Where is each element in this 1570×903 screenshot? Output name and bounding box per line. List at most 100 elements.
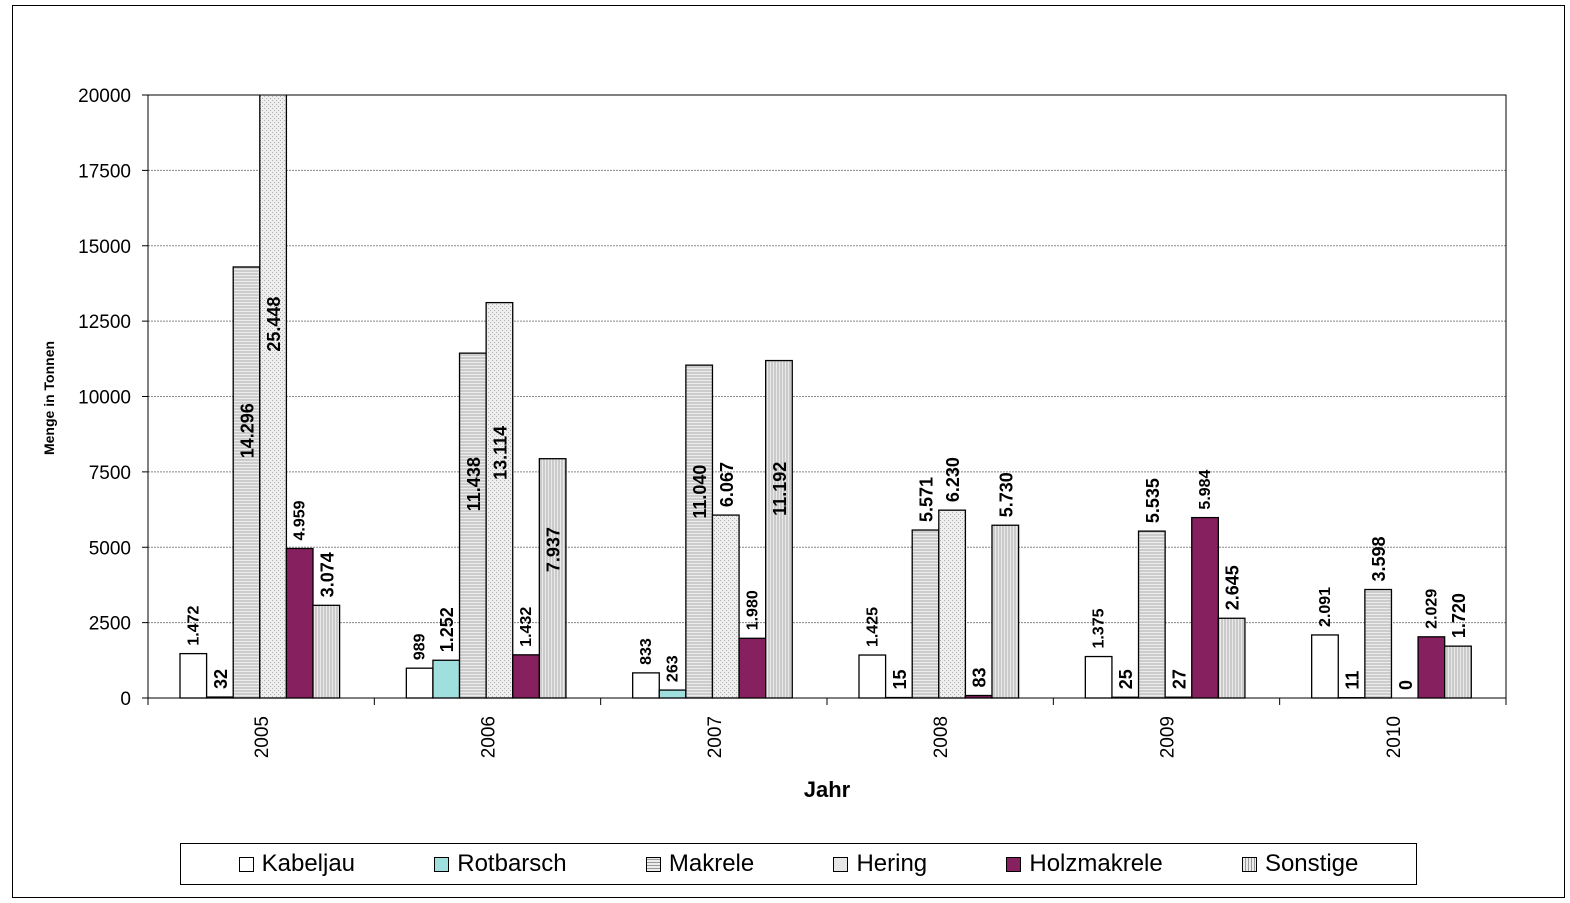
bar-sonstige-2005 xyxy=(312,604,341,699)
bar-sonstige-2008 xyxy=(991,524,1020,699)
data-label-makrele-2005: 14.296 xyxy=(238,403,258,458)
data-label-holzmakrele-2010: 2.029 xyxy=(1423,589,1440,629)
data-label-rotbarsch-2006: 1.252 xyxy=(437,607,457,652)
bar-hering-2008 xyxy=(938,509,967,699)
x-tick-label-2008: 2008 xyxy=(931,716,952,758)
data-label-kabeljau-2006: 989 xyxy=(412,633,429,660)
bar-sonstige-2006 xyxy=(538,458,567,699)
data-label-kabeljau-2007: 833 xyxy=(638,638,655,665)
data-label-hering-2006: 13.114 xyxy=(490,426,510,480)
legend-item-makrele: Makrele xyxy=(645,850,755,878)
legend-swatch xyxy=(645,856,661,872)
x-tick-label-2007: 2007 xyxy=(705,716,726,758)
bar-makrele-2010 xyxy=(1364,588,1393,699)
data-label-sonstige-2008: 5.730 xyxy=(996,472,1016,517)
data-label-hering-2008: 6.230 xyxy=(943,457,963,502)
data-label-sonstige-2010: 1.720 xyxy=(1449,593,1469,638)
legend-swatch xyxy=(833,856,849,872)
data-label-holzmakrele-2006: 1.432 xyxy=(518,607,535,647)
legend-item-holzmakrele: Holzmakrele xyxy=(1006,850,1163,878)
bar-hering-2005 xyxy=(259,95,288,699)
y-tick-label: 2500 xyxy=(89,614,131,635)
legend-swatch xyxy=(1241,856,1257,872)
bar-kabeljau-2010 xyxy=(1311,634,1339,699)
legend-label: Makrele xyxy=(668,850,755,877)
data-label-kabeljau-2005: 1.472 xyxy=(185,605,202,645)
legend-item-sonstige: Sonstige xyxy=(1241,850,1359,878)
legend-label: Holzmakrele xyxy=(1029,850,1163,877)
bar-holzmakrele-2005 xyxy=(285,547,314,699)
bars-group xyxy=(179,95,1472,699)
chart-frame xyxy=(12,5,1565,898)
data-label-rotbarsch-2007: 263 xyxy=(665,655,682,682)
data-label-rotbarsch-2008: 15 xyxy=(890,670,910,690)
data-label-kabeljau-2010: 2.091 xyxy=(1317,587,1334,627)
data-label-sonstige-2006: 7.937 xyxy=(544,527,564,572)
data-label-makrele-2007: 11.040 xyxy=(690,465,710,519)
data-label-sonstige-2009: 2.645 xyxy=(1223,565,1243,610)
y-tick-label: 15000 xyxy=(78,237,131,258)
data-label-rotbarsch-2005: 32 xyxy=(211,669,231,689)
x-tick-label-2010: 2010 xyxy=(1384,716,1405,758)
bar-makrele-2009 xyxy=(1137,530,1166,699)
data-label-hering-2007: 6.067 xyxy=(717,462,737,507)
bar-makrele-2008 xyxy=(911,529,940,699)
legend-item-kabeljau: Kabeljau xyxy=(238,850,356,878)
bar-makrele-2007 xyxy=(685,364,714,699)
data-label-makrele-2006: 11.438 xyxy=(464,457,484,511)
bar-holzmakrele-2010 xyxy=(1417,636,1446,699)
bar-holzmakrele-2006 xyxy=(512,654,540,699)
legend-label: Kabeljau xyxy=(261,850,356,877)
bar-makrele-2005 xyxy=(232,266,261,699)
legend-item-rotbarsch: Rotbarsch xyxy=(434,850,567,878)
y-tick-label: 20000 xyxy=(78,86,131,107)
y-axis-title: Menge in Tonnen xyxy=(41,341,57,455)
legend-label: Sonstige xyxy=(1264,850,1359,877)
data-label-holzmakrele-2008: 83 xyxy=(970,667,990,687)
bar-sonstige-2007 xyxy=(765,359,793,699)
bar-rotbarsch-2006 xyxy=(432,659,461,699)
x-tick-label-2005: 2005 xyxy=(252,716,273,758)
data-label-makrele-2010: 3.598 xyxy=(1369,536,1389,581)
data-label-holzmakrele-2009: 5.984 xyxy=(1197,469,1214,509)
y-tick-label: 0 xyxy=(120,689,131,710)
y-tick-label: 5000 xyxy=(89,538,131,559)
bar-kabeljau-2005 xyxy=(179,652,208,699)
gridlines xyxy=(148,94,1506,624)
bar-sonstige-2009 xyxy=(1217,617,1246,699)
data-label-hering-2005: 25.448 xyxy=(264,297,284,352)
legend-swatch xyxy=(434,856,450,872)
bar-hering-2006 xyxy=(485,301,514,699)
data-label-makrele-2008: 5.571 xyxy=(917,477,937,522)
bar-holzmakrele-2007 xyxy=(738,637,767,699)
legend-swatch xyxy=(1006,856,1022,872)
data-label-hering-2010: 0 xyxy=(1396,680,1416,690)
bar-kabeljau-2009 xyxy=(1084,655,1113,699)
data-label-hering-2009: 27 xyxy=(1169,669,1189,689)
legend-label: Hering xyxy=(856,850,928,877)
data-label-rotbarsch-2010: 11 xyxy=(1343,671,1363,690)
data-label-kabeljau-2008: 1.425 xyxy=(864,607,881,647)
axes: 0 2500 5000 7500 10000 12500 15000 17500 20000 20… xyxy=(78,86,1507,758)
data-label-sonstige-2007: 11.192 xyxy=(770,462,790,516)
x-axis-title: Jahr xyxy=(804,777,851,802)
data-label-makrele-2009: 5.535 xyxy=(1143,478,1163,523)
y-tick-label: 7500 xyxy=(89,463,131,484)
bar-kabeljau-2007 xyxy=(632,672,660,699)
y-tick-label: 12500 xyxy=(78,312,131,333)
x-tick-label-2006: 2006 xyxy=(479,716,500,758)
y-tick-label: 10000 xyxy=(78,388,131,409)
data-labels: 1.472 989 833 1.425 1.375 2.091 32 1.252 263 15 25… xyxy=(185,297,1469,690)
bar-kabeljau-2006 xyxy=(405,667,434,699)
data-label-sonstige-2005: 3.074 xyxy=(317,552,337,597)
bar-kabeljau-2008 xyxy=(858,654,887,699)
y-tick-label: 17500 xyxy=(78,161,131,182)
bar-sonstige-2010 xyxy=(1444,645,1472,699)
data-label-holzmakrele-2005: 4.959 xyxy=(292,500,309,540)
bar-hering-2007 xyxy=(711,514,740,699)
legend: Kabeljau Rotbarsch Makrele Hering Holzmakrel… xyxy=(180,843,1417,885)
data-label-rotbarsch-2009: 25 xyxy=(1116,669,1136,689)
legend-swatch xyxy=(238,856,254,872)
legend-item-hering: Hering xyxy=(833,850,927,878)
